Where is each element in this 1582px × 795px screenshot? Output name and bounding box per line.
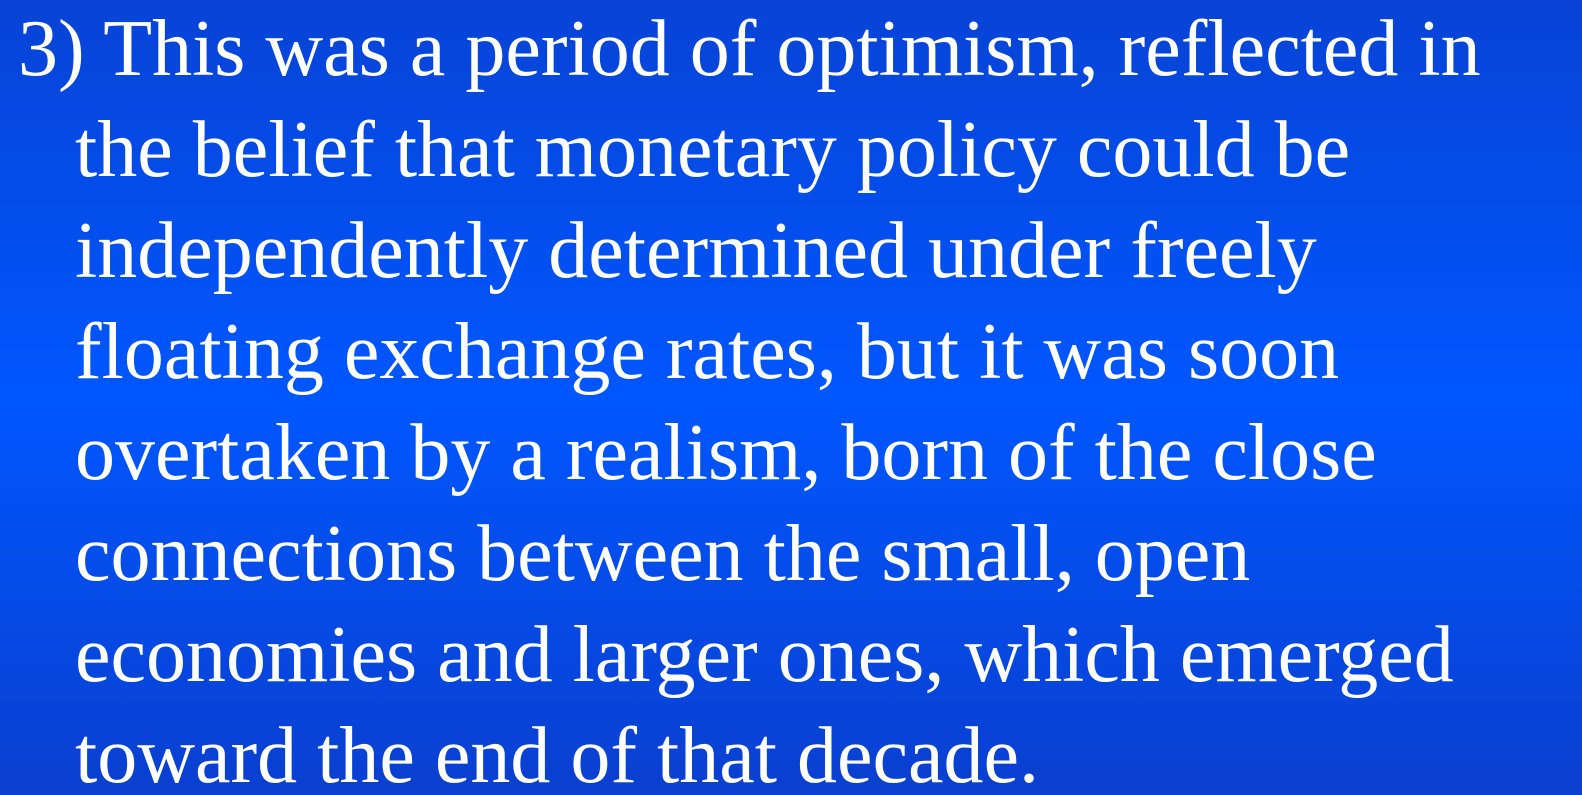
text-line: independently determined under freely [75, 207, 1317, 295]
text-line: 3) This was a period of optimism, reflec… [18, 5, 1481, 93]
text-line: overtaken by a realism, born of the clos… [75, 409, 1377, 497]
text-line: connections between the small, open [75, 510, 1250, 598]
text-line: the belief that monetary policy could be [75, 106, 1350, 194]
text-line: floating exchange rates, but it was soon [75, 308, 1339, 396]
text-line: economies and larger ones, which emerged [75, 611, 1454, 699]
text-line: toward the end of that decade. [75, 712, 1039, 795]
